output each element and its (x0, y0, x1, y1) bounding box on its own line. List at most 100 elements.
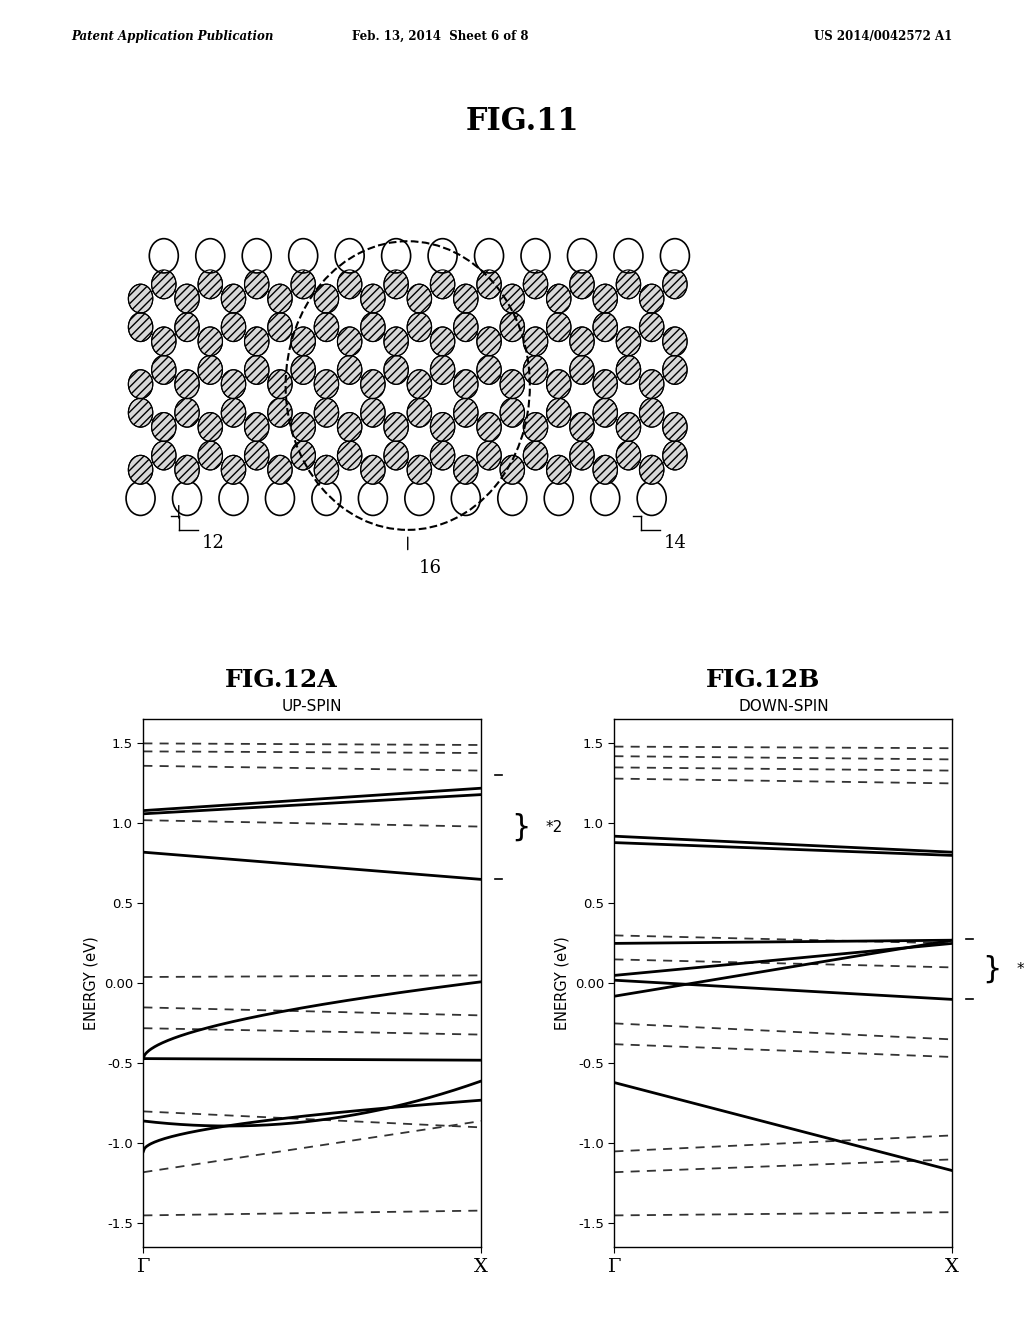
Circle shape (221, 313, 246, 342)
Circle shape (128, 455, 153, 484)
Circle shape (221, 399, 246, 428)
Circle shape (593, 284, 617, 313)
Circle shape (291, 441, 315, 470)
Circle shape (175, 370, 200, 399)
Circle shape (500, 399, 524, 428)
Circle shape (126, 482, 155, 515)
Circle shape (198, 441, 222, 470)
Circle shape (267, 455, 292, 484)
Circle shape (452, 482, 480, 515)
Circle shape (428, 239, 457, 273)
Circle shape (639, 370, 664, 399)
Circle shape (616, 355, 641, 384)
Circle shape (569, 269, 594, 298)
Circle shape (430, 269, 455, 298)
Circle shape (267, 399, 292, 428)
Circle shape (267, 370, 292, 399)
Circle shape (408, 370, 431, 399)
Circle shape (523, 327, 548, 356)
Circle shape (408, 284, 431, 313)
Circle shape (312, 482, 341, 515)
Circle shape (404, 482, 434, 515)
Text: }: } (512, 813, 531, 842)
Circle shape (660, 239, 689, 273)
Circle shape (289, 239, 317, 273)
Circle shape (172, 482, 202, 515)
Circle shape (267, 313, 292, 342)
Circle shape (500, 455, 524, 484)
Circle shape (498, 482, 526, 515)
Circle shape (569, 355, 594, 384)
Circle shape (430, 441, 455, 470)
Circle shape (567, 239, 597, 273)
Circle shape (245, 327, 269, 356)
Circle shape (500, 313, 524, 342)
Circle shape (663, 413, 687, 441)
Circle shape (245, 355, 269, 384)
Circle shape (408, 313, 431, 342)
Circle shape (150, 239, 178, 273)
Circle shape (523, 441, 548, 470)
Circle shape (314, 455, 339, 484)
Circle shape (639, 455, 664, 484)
Circle shape (221, 370, 246, 399)
Title: DOWN-SPIN: DOWN-SPIN (738, 700, 828, 714)
Circle shape (360, 399, 385, 428)
Circle shape (152, 327, 176, 356)
Circle shape (338, 327, 361, 356)
Circle shape (196, 239, 224, 273)
Circle shape (382, 239, 411, 273)
Circle shape (243, 239, 271, 273)
Circle shape (430, 327, 455, 356)
Circle shape (221, 455, 246, 484)
Circle shape (477, 441, 502, 470)
Circle shape (430, 413, 455, 441)
Circle shape (500, 284, 524, 313)
Circle shape (175, 284, 200, 313)
Circle shape (477, 413, 502, 441)
Circle shape (384, 327, 409, 356)
Circle shape (639, 284, 664, 313)
Circle shape (569, 441, 594, 470)
Circle shape (198, 327, 222, 356)
Circle shape (430, 355, 455, 384)
Circle shape (265, 482, 295, 515)
Circle shape (128, 313, 153, 342)
Circle shape (616, 327, 641, 356)
Circle shape (547, 399, 571, 428)
Text: US 2014/0042572 A1: US 2014/0042572 A1 (814, 30, 952, 42)
Circle shape (245, 413, 269, 441)
Circle shape (152, 441, 176, 470)
Circle shape (291, 355, 315, 384)
Text: *1: *1 (1017, 961, 1024, 977)
Text: *2: *2 (546, 820, 563, 836)
Circle shape (408, 455, 431, 484)
Circle shape (523, 269, 548, 298)
Circle shape (314, 284, 339, 313)
Circle shape (338, 441, 361, 470)
Circle shape (221, 284, 246, 313)
Y-axis label: ENERGY (eV): ENERGY (eV) (83, 936, 98, 1031)
Circle shape (474, 239, 504, 273)
Circle shape (637, 482, 667, 515)
Circle shape (360, 313, 385, 342)
Circle shape (544, 482, 573, 515)
Circle shape (454, 284, 478, 313)
Circle shape (175, 399, 200, 428)
Circle shape (593, 455, 617, 484)
Circle shape (639, 399, 664, 428)
Text: }: } (983, 954, 1002, 983)
Circle shape (593, 399, 617, 428)
Circle shape (616, 269, 641, 298)
Circle shape (267, 284, 292, 313)
Text: 14: 14 (664, 535, 686, 552)
Text: Feb. 13, 2014  Sheet 6 of 8: Feb. 13, 2014 Sheet 6 of 8 (352, 30, 528, 42)
Circle shape (523, 413, 548, 441)
Circle shape (521, 239, 550, 273)
Circle shape (384, 355, 409, 384)
Circle shape (384, 269, 409, 298)
Circle shape (335, 239, 365, 273)
Circle shape (291, 413, 315, 441)
Circle shape (616, 413, 641, 441)
Circle shape (338, 269, 361, 298)
